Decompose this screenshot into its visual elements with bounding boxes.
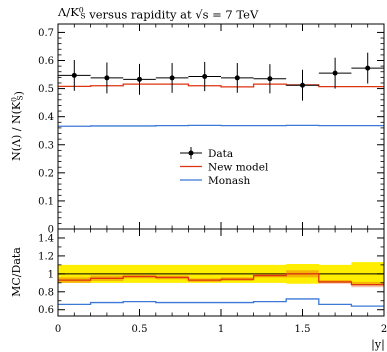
ratio-y-axis-label: MC/Data	[10, 247, 23, 297]
ratio-series-new-model-line	[58, 273, 384, 286]
data-point-marker	[71, 72, 77, 78]
main-y-tick-label: 0.1	[38, 196, 54, 207]
data-point-marker	[365, 65, 371, 71]
x-tick-label: 1.5	[295, 324, 311, 335]
x-tick-label: 1	[218, 324, 224, 335]
data-point-marker	[332, 70, 338, 76]
main-y-tick-label: 0.3	[38, 140, 54, 151]
ratio-data-layer	[58, 262, 384, 307]
ratio-axes-layer: 0.6 0.8 1 1.2 1.4	[38, 228, 385, 316]
ratio-y-tick-label: 1	[48, 269, 54, 280]
ratio-y-tick-label: 0.8	[38, 287, 54, 298]
data-point-marker	[234, 75, 240, 81]
x-tick-label: 0.5	[132, 324, 148, 335]
data-point-marker	[267, 76, 273, 82]
data-point-marker	[169, 75, 175, 81]
main-y-tick-label: 0.5	[38, 84, 54, 95]
main-data-layer	[58, 52, 384, 127]
main-axes-layer: 0 0.1 0.2 0.3 0.4 0.5 0.6 0.7	[38, 24, 385, 236]
x-ticks-layer: 0 0.5 1 1.5 2	[55, 324, 387, 335]
data-point-marker	[202, 74, 208, 80]
ratio-panel: 0.6 0.8 1 1.2 1.4 MC/Data 0 0.5 1 1.5 2 |y|	[10, 228, 387, 352]
ratio-y-tick-label: 1.2	[38, 251, 54, 262]
ratio-series-monash-line	[58, 298, 384, 307]
legend-monash-label: Monash	[208, 175, 250, 187]
legend-data-marker	[188, 150, 194, 156]
legend-data-label: Data	[208, 148, 233, 160]
data-point-marker	[137, 76, 142, 82]
main-y-tick-label: 0.4	[38, 112, 54, 123]
x-tick-label: 2	[381, 324, 387, 335]
chart-title: Λ/K0 S versus rapidity at √s = 7 TeV	[57, 5, 259, 22]
main-y-tick-label: 0.2	[38, 168, 54, 179]
data-point-marker	[300, 82, 305, 88]
ratio-y-tick-label: 1.4	[38, 233, 54, 244]
ratio-y-tick-label: 0.6	[38, 305, 54, 316]
x-axis-label: |y|	[371, 338, 385, 352]
main-panel: 0 0.1 0.2 0.3 0.4 0.5 0.6 0.7 N(Λ) / N(K0S) Dat…	[10, 23, 385, 236]
main-y-tick-label: 0	[48, 225, 54, 236]
main-y-axis-label: N(Λ) / N(K0S)	[10, 91, 26, 161]
legend-new-model-label: New model	[208, 162, 269, 174]
main-y-tick-label: 0.6	[38, 56, 54, 67]
main-series-monash-line	[58, 124, 384, 127]
x-tick-label: 0	[55, 324, 61, 335]
main-y-tick-label: 0.7	[38, 28, 54, 39]
data-point-marker	[104, 75, 110, 81]
